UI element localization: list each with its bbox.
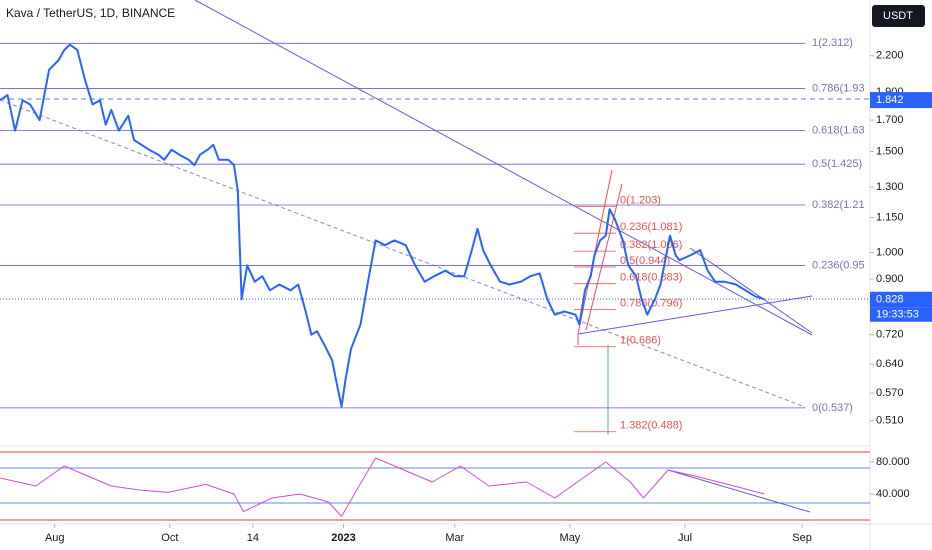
channel-line — [585, 183, 623, 331]
series-line — [0, 43, 765, 408]
y-tick-label: 0.640 — [876, 358, 904, 370]
fib-label: 0.618(1.63 — [812, 125, 865, 137]
currency-button[interactable] — [872, 5, 925, 27]
fib-label: 0(1.203) — [620, 194, 661, 206]
rsi-trend-line — [667, 469, 811, 513]
y-tick-label: 0.570 — [876, 387, 904, 399]
x-tick-label: Oct — [161, 532, 178, 544]
x-tick-label: 14 — [247, 532, 259, 544]
trend-line-dashed — [0, 99, 806, 408]
marked-price: 1.842 — [876, 94, 904, 106]
fib-label: 0.618(0.883) — [620, 272, 682, 284]
y-tick-label: 1.000 — [876, 247, 904, 259]
triangle-support — [577, 295, 813, 335]
fib-label: 1.382(0.488) — [620, 420, 682, 432]
y-tick-label: 0.510 — [876, 415, 904, 427]
y-tick-label: 1.300 — [876, 181, 904, 193]
fib-label: 1(2.312) — [812, 37, 853, 49]
x-tick-label: Sep — [792, 532, 812, 544]
fib-label: 0(0.537) — [812, 402, 853, 414]
y-tick-label: 1.500 — [876, 145, 904, 157]
chart-title: Kava / TetherUS, 1D, BINANCE — [6, 6, 175, 20]
y-tick-label: 2.200 — [876, 50, 904, 62]
series-line — [0, 457, 765, 517]
fib-label: 0.236(1.081) — [620, 221, 682, 233]
x-tick-label: Mar — [445, 532, 464, 544]
x-tick-label: Jul — [678, 532, 692, 544]
fib-label: 1(0.686) — [620, 335, 661, 347]
fib-label: 0.786(1.93 — [812, 82, 865, 94]
x-tick-label: Aug — [45, 532, 65, 544]
y-tick-label: 40.000 — [876, 488, 910, 500]
y-tick-label: 1.150 — [876, 212, 904, 224]
x-tick-label: 2023 — [331, 532, 355, 544]
countdown-box — [870, 307, 932, 322]
y-tick-label: 0.900 — [876, 273, 904, 285]
fib-label: 0.236(0.95 — [812, 259, 865, 271]
triangle-resistance — [689, 247, 813, 334]
last-price-box — [870, 291, 932, 308]
rsi-pane — [0, 451, 870, 521]
last-price: 0.828 — [876, 294, 904, 306]
y-tick-label: 0.720 — [876, 329, 904, 341]
fib-label: 0.382(1.21 — [812, 199, 865, 211]
trend-line — [194, 0, 813, 336]
volume-spike — [607, 345, 609, 435]
fib-label: 0.5(0.944) — [620, 255, 670, 267]
fib-label: 0.786(0.796) — [620, 298, 682, 310]
fib-label: 0.5(1.425) — [812, 158, 862, 170]
y-tick-label: 80.000 — [876, 456, 910, 468]
y-tick-label: 1.700 — [876, 114, 904, 126]
x-tick-label: May — [560, 532, 581, 544]
countdown: 19:33:53 — [876, 309, 919, 321]
marked-price-box — [870, 92, 932, 109]
currency-label[interactable]: USDT — [883, 10, 913, 22]
price-pane: 1(2.312) 0.786(1.93 0.618(1.63 0.5(1.425) 0.… — [0, 0, 870, 435]
